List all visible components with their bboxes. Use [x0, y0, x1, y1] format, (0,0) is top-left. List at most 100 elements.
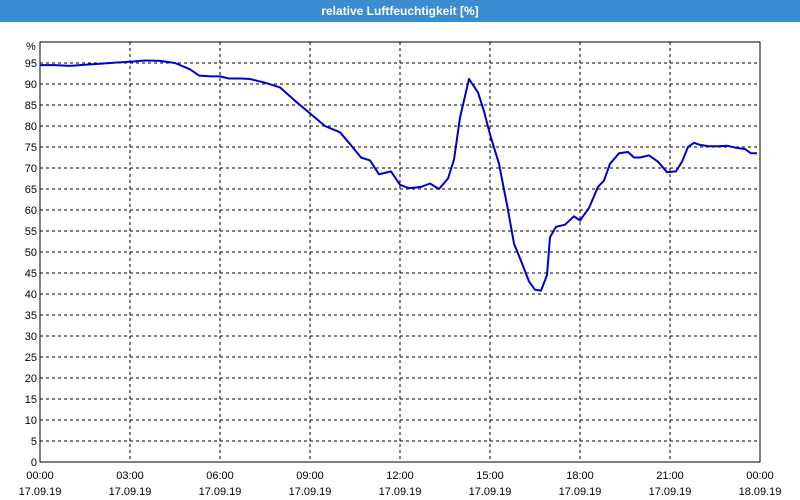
y-tick-label: 65	[25, 184, 37, 196]
data-point	[564, 224, 566, 226]
data-point	[249, 78, 251, 80]
data-point	[399, 184, 401, 186]
data-point	[39, 64, 41, 66]
data-point	[210, 75, 212, 77]
data-point	[498, 163, 500, 165]
data-point	[717, 145, 719, 147]
y-tick-label: 5	[31, 436, 37, 448]
data-point	[735, 147, 737, 149]
y-tick-label: 35	[25, 310, 37, 322]
chart-title: relative Luftfeuchtigkeit [%]	[0, 0, 800, 22]
y-tick-label: 55	[25, 226, 37, 238]
data-point	[477, 91, 479, 93]
data-point	[750, 152, 752, 154]
y-tick-label: 60	[25, 205, 37, 217]
data-point	[693, 142, 695, 144]
data-point	[681, 161, 683, 163]
data-point	[603, 180, 605, 182]
data-point	[555, 226, 557, 228]
x-tick-time: 18:00	[566, 470, 594, 482]
data-point	[360, 157, 362, 159]
data-point	[438, 188, 440, 190]
data-point	[618, 152, 620, 154]
x-tick-date: 17.09.19	[559, 486, 602, 498]
data-point	[264, 82, 266, 84]
x-tick-time: 00:00	[26, 470, 54, 482]
data-point	[540, 290, 542, 292]
data-point	[99, 63, 101, 65]
x-tick-date: 17.09.19	[649, 486, 692, 498]
data-point	[390, 170, 392, 172]
data-point	[324, 125, 326, 127]
x-tick-date: 17.09.19	[19, 486, 62, 498]
y-tick-label: 45	[25, 268, 37, 280]
x-axis: 00:00 17.09.19 03:00 17.09.19 06:00 17.09.19 0…	[19, 470, 782, 498]
data-point	[69, 65, 71, 67]
data-point	[159, 60, 161, 62]
x-tick-date: 17.09.19	[199, 486, 242, 498]
data-point	[174, 62, 176, 64]
data-point	[309, 112, 311, 114]
data-point	[459, 117, 461, 119]
data-point	[627, 151, 629, 153]
y-tick-label: 30	[25, 331, 37, 343]
data-point	[189, 68, 191, 70]
data-point	[633, 157, 635, 159]
x-tick-time: 09:00	[296, 470, 324, 482]
data-point	[657, 161, 659, 163]
x-tick-date: 17.09.19	[109, 486, 152, 498]
x-tick-time: 00:00	[746, 470, 774, 482]
data-points	[39, 59, 758, 291]
grid	[40, 42, 760, 462]
y-tick-label: 15	[25, 394, 37, 406]
y-tick-label: 80	[25, 121, 37, 133]
y-axis-label: %	[26, 41, 36, 53]
data-point	[279, 86, 281, 88]
data-point	[429, 183, 431, 185]
y-tick-label: 90	[25, 79, 37, 91]
data-point	[528, 280, 530, 282]
data-point	[294, 100, 296, 102]
data-point	[549, 236, 551, 238]
y-tick-label: 25	[25, 352, 37, 364]
x-tick-date: 17.09.19	[379, 486, 422, 498]
data-point	[744, 148, 746, 150]
data-point	[513, 243, 515, 245]
data-point	[648, 154, 650, 156]
x-tick-time: 12:00	[386, 470, 414, 482]
data-point	[453, 159, 455, 161]
data-point	[378, 173, 380, 175]
data-point	[573, 215, 575, 217]
x-tick-date: 17.09.19	[469, 486, 512, 498]
data-point	[408, 187, 410, 189]
data-point	[588, 207, 590, 209]
data-point	[369, 159, 371, 161]
data-point	[240, 78, 242, 80]
x-tick-time: 03:00	[116, 470, 144, 482]
y-axis: 0 5 10 15 20 25 30 35 40 45 50 55 60 65 70 75 80 85 90 95	[25, 58, 37, 469]
data-point	[219, 75, 221, 77]
y-tick-label: 70	[25, 163, 37, 175]
y-tick-label: 10	[25, 415, 37, 427]
data-point	[726, 145, 728, 147]
plot-frame	[39, 41, 761, 463]
data-point	[579, 220, 581, 222]
data-point	[339, 131, 341, 133]
data-point	[675, 170, 677, 172]
data-point	[84, 64, 86, 66]
x-tick-date: 17.09.19	[289, 486, 332, 498]
data-point	[507, 209, 509, 211]
data-point	[639, 157, 641, 159]
data-point	[489, 133, 491, 135]
data-point	[420, 186, 422, 188]
data-point	[687, 146, 689, 148]
data-point	[144, 59, 146, 61]
y-tick-label: 40	[25, 289, 37, 301]
x-tick-time: 15:00	[476, 470, 504, 482]
data-point	[198, 75, 200, 77]
data-point	[534, 289, 536, 291]
data-point	[708, 145, 710, 147]
data-point	[519, 257, 521, 259]
x-tick-date: 18.09.19	[739, 486, 782, 498]
